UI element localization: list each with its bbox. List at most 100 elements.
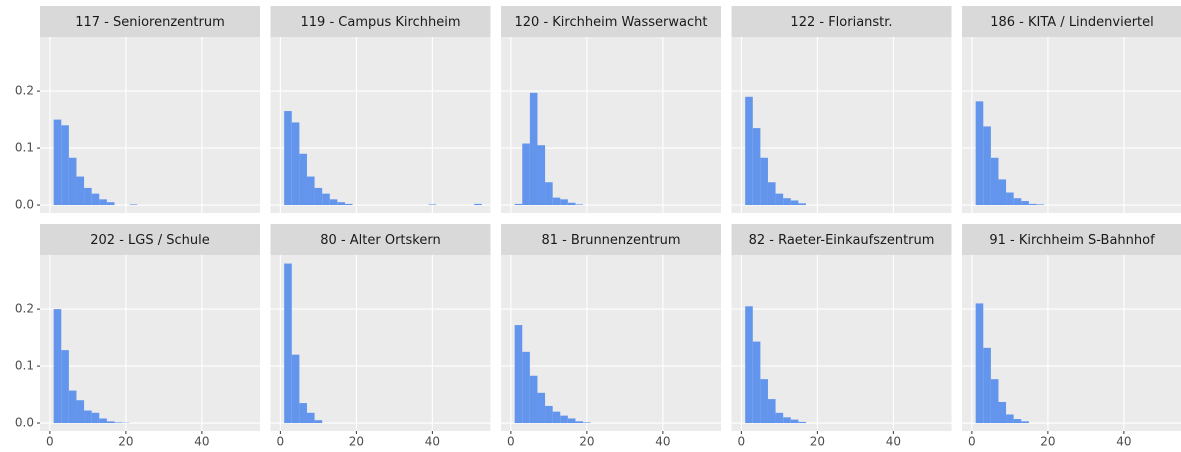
bar xyxy=(575,204,584,206)
bar xyxy=(775,193,784,206)
bar xyxy=(76,400,85,424)
bar xyxy=(114,422,123,424)
bar xyxy=(790,200,799,206)
bar xyxy=(760,157,768,206)
bar xyxy=(537,145,546,206)
bar xyxy=(291,122,300,206)
bar xyxy=(129,204,138,206)
strip xyxy=(731,224,952,255)
x-tick-label: 0 xyxy=(738,435,746,449)
strip-title: 91 - Kirchheim S-Bahnhof xyxy=(989,233,1155,248)
bar xyxy=(790,419,799,424)
x-tick-label: 40 xyxy=(194,435,209,449)
x-tick-label: 40 xyxy=(1116,435,1131,449)
bar xyxy=(474,203,482,206)
strip-title: 186 - KITA / Lindenviertel xyxy=(990,15,1154,30)
strip xyxy=(731,6,952,37)
bar xyxy=(783,198,791,206)
bar xyxy=(545,405,553,424)
bar xyxy=(84,410,92,424)
bar xyxy=(337,202,345,206)
bar xyxy=(291,354,300,424)
panel xyxy=(270,255,491,431)
bar xyxy=(284,263,292,424)
x-tick-label: 0 xyxy=(277,435,285,449)
bar xyxy=(53,119,62,206)
bar xyxy=(998,179,1007,206)
bar xyxy=(1036,204,1045,206)
y-tick-label: 0.0 xyxy=(15,416,34,430)
strip xyxy=(962,224,1181,255)
bar xyxy=(522,143,530,206)
bar xyxy=(61,350,69,424)
bar xyxy=(798,421,806,424)
bar xyxy=(68,157,77,206)
bar xyxy=(552,411,561,424)
strip xyxy=(501,224,721,255)
bar xyxy=(84,187,92,206)
bar xyxy=(545,182,553,206)
bar xyxy=(1006,414,1014,424)
strip xyxy=(501,6,721,37)
bar xyxy=(53,309,62,424)
bar xyxy=(990,157,999,206)
bar xyxy=(514,203,523,206)
bar xyxy=(552,197,561,206)
bar xyxy=(99,418,107,424)
bar xyxy=(975,101,984,206)
bar xyxy=(61,125,69,206)
x-tick-label: 0 xyxy=(968,435,976,449)
bar xyxy=(529,92,538,206)
bar xyxy=(560,415,568,424)
bar xyxy=(76,176,85,206)
bar xyxy=(99,199,107,206)
bar xyxy=(983,347,991,424)
bar xyxy=(284,111,292,206)
bar xyxy=(106,421,115,424)
x-tick-label: 20 xyxy=(118,435,133,449)
strip xyxy=(962,6,1181,37)
x-tick-label: 20 xyxy=(579,435,594,449)
strip-title: 122 - Florianstr. xyxy=(790,15,892,30)
panel xyxy=(962,255,1181,431)
x-tick-label: 0 xyxy=(507,435,515,449)
bar xyxy=(567,418,576,424)
bar xyxy=(522,351,530,424)
bar xyxy=(567,202,576,206)
strip-title: 82 - Raeter-Einkaufszentrum xyxy=(749,233,935,248)
bar xyxy=(537,392,546,424)
bar xyxy=(514,325,523,424)
y-tick-label: 0.2 xyxy=(15,84,34,98)
strip-title: 80 - Alter Ortskern xyxy=(320,233,440,248)
bar xyxy=(322,193,330,206)
bar xyxy=(1013,419,1022,424)
bar xyxy=(299,403,307,424)
bar xyxy=(767,182,776,206)
strip-title: 117 - Seniorenzentrum xyxy=(75,15,225,30)
bar xyxy=(428,204,437,206)
bar xyxy=(560,199,568,206)
bar xyxy=(106,202,115,206)
bar xyxy=(760,379,768,424)
x-tick-label: 0 xyxy=(46,435,54,449)
strip xyxy=(270,224,491,255)
bar xyxy=(68,390,77,424)
bar xyxy=(91,412,100,424)
x-tick-label: 40 xyxy=(655,435,670,449)
bar xyxy=(299,153,307,206)
y-tick-label: 0.0 xyxy=(15,198,34,212)
bar xyxy=(745,306,753,424)
bar xyxy=(1006,192,1014,206)
strip xyxy=(40,6,260,37)
bar xyxy=(975,303,984,424)
strip-title: 119 - Campus Kirchheim xyxy=(301,15,461,30)
x-tick-label: 20 xyxy=(1040,435,1055,449)
bar xyxy=(583,422,591,424)
bar xyxy=(767,399,776,424)
strip-title: 120 - Kirchheim Wasserwacht xyxy=(515,15,708,30)
bar xyxy=(998,401,1007,424)
bar xyxy=(575,421,584,424)
bar xyxy=(745,96,753,206)
